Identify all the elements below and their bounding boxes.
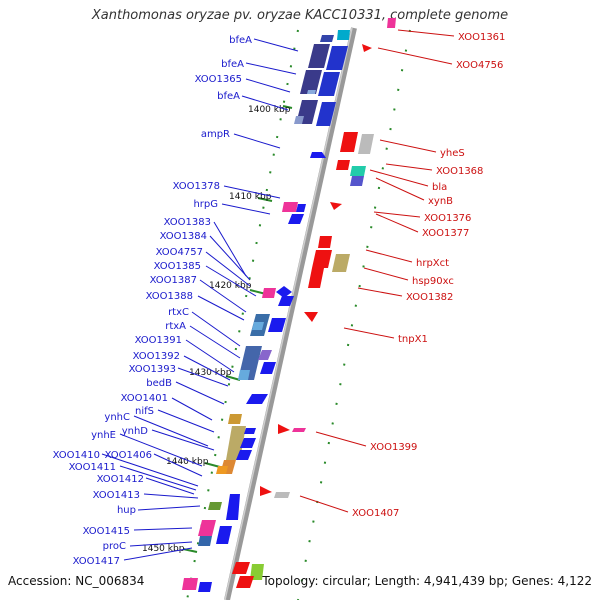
gene-block-yheS bbox=[340, 132, 358, 152]
gene-block-XOO1368 bbox=[336, 160, 350, 170]
gene-label-XOO1365: XOO1365 bbox=[195, 74, 242, 85]
gene-label-XOO1361: XOO1361 bbox=[458, 32, 505, 43]
gene-block-bfeA-1 bbox=[320, 35, 334, 42]
gene-block-XOO1415 bbox=[198, 520, 216, 536]
gene-block-hsp90xc bbox=[312, 250, 332, 268]
gene-label-bla: bla bbox=[432, 182, 447, 193]
gene-label-ampR: ampR bbox=[201, 129, 230, 140]
gene-label-bedB: bedB bbox=[146, 378, 172, 389]
gene-label-XOO1391: XOO1391 bbox=[135, 335, 182, 346]
gene-label-XOO1377: XOO1377 bbox=[422, 228, 469, 239]
gene-label-bfeA: bfeA bbox=[221, 59, 244, 70]
inner-tick-line bbox=[186, 29, 299, 600]
gene-block-bfeA-3 bbox=[300, 70, 322, 94]
gene-label-xynB: xynB bbox=[428, 196, 453, 207]
gene-label-tnpX1: tnpX1 bbox=[398, 334, 428, 345]
gene-block-hrpG bbox=[282, 202, 298, 212]
gene-label-XOO1368: XOO1368 bbox=[436, 166, 483, 177]
gene-label-XOO1393: XOO1393 bbox=[129, 364, 176, 375]
gene-block-bfeA-2 bbox=[308, 44, 330, 68]
gene-block-XOO1417 bbox=[182, 578, 198, 590]
gene-label-rtxC: rtxC bbox=[168, 307, 189, 318]
gene-label-XOO1399: XOO1399 bbox=[370, 442, 417, 453]
map-title: Xanthomonas oryzae pv. oryzae KACC10331,… bbox=[91, 8, 509, 23]
scale-label-1450: 1450 kbp bbox=[142, 544, 185, 554]
gene-label-XOO1417: XOO1417 bbox=[73, 556, 120, 567]
gene-label-XOO1411: XOO1411 bbox=[69, 462, 116, 473]
gene-label-XOO1387: XOO1387 bbox=[150, 275, 197, 286]
gene-block-tnpX1 bbox=[304, 312, 318, 322]
gene-label-XOO1382: XOO1382 bbox=[406, 292, 453, 303]
scale-label-1430: 1430 kbp bbox=[189, 368, 232, 378]
gene-label-XOO1415: XOO1415 bbox=[83, 526, 130, 537]
gene-block-ampR bbox=[310, 152, 326, 158]
gene-block-nifS bbox=[228, 414, 242, 424]
left-gene-labels: bfeA bfeA XOO1365 bfeA ampR XOO1378 hrpG… bbox=[53, 35, 253, 567]
gene-label-XOO1407: XOO1407 bbox=[352, 508, 399, 519]
gene-label-rtxA: rtxA bbox=[165, 321, 186, 332]
gene-block-hrpXct bbox=[318, 236, 332, 248]
gene-label-XOO1388: XOO1388 bbox=[146, 291, 193, 302]
gene-block-XOO1383 bbox=[262, 288, 276, 298]
outer-features bbox=[232, 18, 396, 588]
gene-block-bla bbox=[350, 176, 364, 186]
scale-label-1400: 1400 kbp bbox=[248, 105, 291, 115]
scale-label-1440: 1440 kbp bbox=[166, 457, 209, 467]
gene-block-XOO1376 bbox=[330, 202, 342, 210]
gene-label-XOO1413: XOO1413 bbox=[93, 490, 140, 501]
gene-label-ynhD: ynhD bbox=[122, 426, 149, 437]
gene-label-yheS: yheS bbox=[440, 148, 465, 159]
gene-label-hsp90xc: hsp90xc bbox=[412, 276, 454, 287]
backbone-highlight bbox=[224, 27, 353, 600]
gene-label-XOO1392: XOO1392 bbox=[133, 351, 180, 362]
gene-label-XOO1401: XOO1401 bbox=[121, 393, 168, 404]
gene-label-proC: proC bbox=[103, 541, 126, 552]
gene-label-nifS: nifS bbox=[135, 406, 154, 417]
gene-label-XOO4756: XOO4756 bbox=[456, 60, 503, 71]
gene-block-XOO1361 bbox=[387, 18, 396, 28]
inner-features bbox=[182, 30, 350, 592]
gene-label-hrpG: hrpG bbox=[193, 199, 218, 210]
gene-label-XOO1378: XOO1378 bbox=[173, 181, 220, 192]
left-leader-lines bbox=[101, 38, 299, 561]
genome-summary: Topology: circular; Length: 4,941,439 bp… bbox=[262, 574, 592, 588]
gene-label-XOO1376: XOO1376 bbox=[424, 213, 471, 224]
gene-label-bfeA: bfeA bbox=[217, 91, 240, 102]
gene-label-ynhE: ynhE bbox=[91, 430, 116, 441]
gene-label-XOO1410: XOO1410 bbox=[53, 450, 100, 461]
gene-label-XOO1385: XOO1385 bbox=[154, 261, 201, 272]
right-leader-lines bbox=[299, 29, 455, 513]
gene-label-XOO4757: XOO4757 bbox=[156, 247, 203, 258]
scale-label-1420: 1420 kbp bbox=[209, 281, 252, 291]
gene-block-XOO4756 bbox=[362, 44, 372, 52]
gene-label-bfeA: bfeA bbox=[229, 35, 252, 46]
gene-label-ynhC: ynhC bbox=[104, 412, 130, 423]
gene-block-XOO1407 bbox=[260, 486, 272, 496]
gene-block-XOO1399 bbox=[278, 424, 290, 434]
gene-label-XOO1384: XOO1384 bbox=[160, 231, 207, 242]
gene-label-hrpXct: hrpXct bbox=[416, 258, 449, 269]
gene-label-XOO1406: XOO1406 bbox=[105, 450, 152, 461]
backbone-line bbox=[224, 27, 357, 600]
gene-label-XOO1412: XOO1412 bbox=[97, 474, 144, 485]
gene-block-hup bbox=[208, 502, 222, 510]
scale-label-1410: 1410 kbp bbox=[229, 192, 272, 202]
right-gene-labels: XOO1361 XOO4756 yheS XOO1368 bla xynB XO… bbox=[352, 32, 505, 519]
gene-label-hup: hup bbox=[117, 505, 136, 516]
gene-label-XOO1383: XOO1383 bbox=[164, 217, 211, 228]
accession-label: Accession: NC_006834 bbox=[8, 574, 145, 588]
